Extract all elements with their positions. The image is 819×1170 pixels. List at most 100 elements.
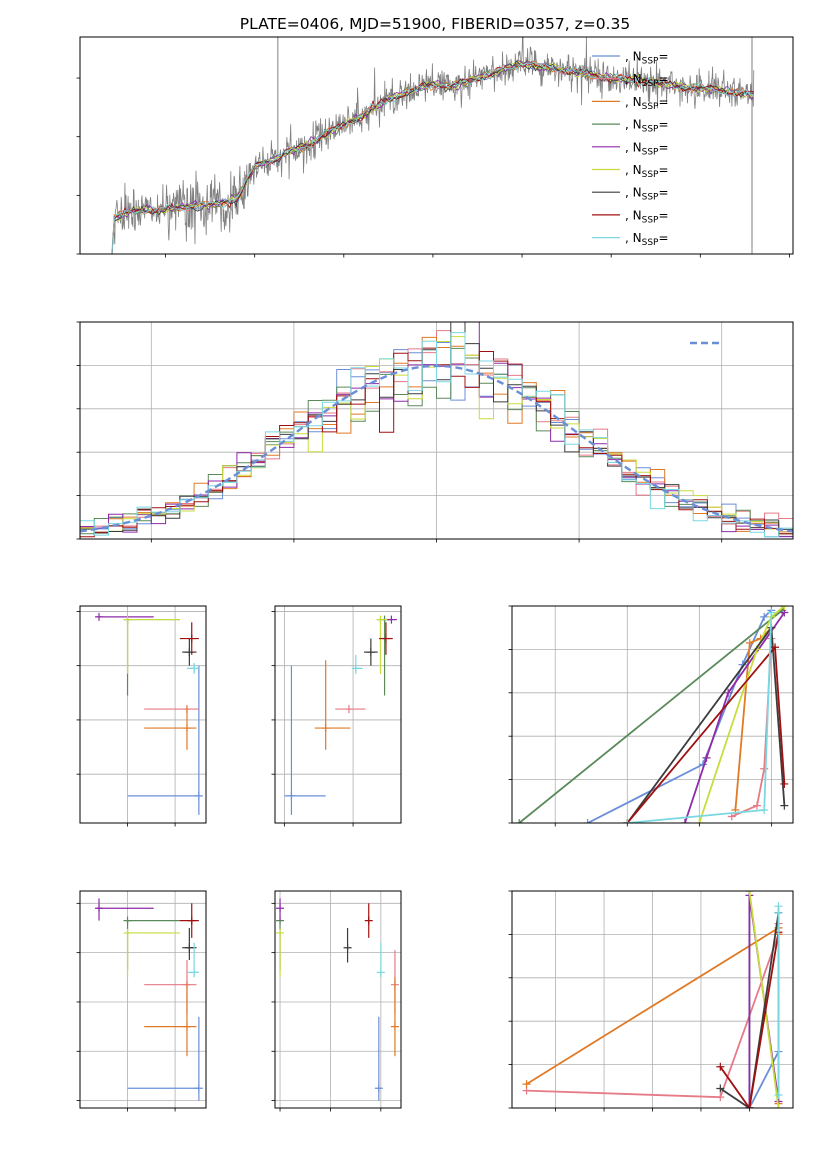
- legend-nssp-eq: =: [658, 140, 668, 154]
- legend-nssp-prefix: , N: [625, 208, 642, 222]
- plot-frame: [79, 36, 794, 255]
- legend-nssp-subscript: SSP: [642, 147, 659, 157]
- data-point: [123, 928, 132, 937]
- series-marker: [716, 1062, 725, 1071]
- data-point: [182, 1022, 191, 1031]
- panel-mass_vs_EBV: [271, 890, 402, 1112]
- data-point: [187, 916, 196, 925]
- legend-nssp-eq: =: [658, 163, 668, 177]
- legend-nssp-prefix: , N: [625, 95, 642, 109]
- series-marker: [780, 606, 789, 610]
- plot-area: [515, 606, 789, 823]
- series-marker: [702, 753, 711, 762]
- data-point: [185, 943, 194, 952]
- normal-curve: [80, 364, 793, 533]
- legend-entry: , NSSP=: [625, 140, 669, 157]
- legend-nssp-prefix: , N: [625, 72, 642, 86]
- plot-frame: [511, 890, 794, 1109]
- series-marker: [760, 612, 769, 621]
- series-marker: [760, 764, 769, 773]
- data-point: [190, 664, 199, 673]
- plot-area: [95, 898, 203, 1101]
- data-point: [376, 968, 385, 977]
- legend-nssp-prefix: , N: [625, 118, 642, 132]
- series-line: [719, 932, 780, 1108]
- legend-nssp-subscript: SSP: [642, 125, 659, 135]
- legend-nssp-subscript: SSP: [642, 170, 659, 180]
- series-marker: [779, 606, 788, 610]
- legend-nssp-subscript: SSP: [642, 238, 659, 248]
- model-line: [111, 61, 754, 254]
- series-marker: [770, 643, 779, 652]
- plot-area: [276, 898, 399, 1101]
- series-line: [719, 912, 780, 1108]
- series-line: [626, 644, 786, 823]
- series-marker: [680, 819, 689, 823]
- legend-nssp-prefix: , N: [625, 50, 642, 64]
- data-point: [190, 968, 199, 977]
- series-marker: [774, 1090, 783, 1099]
- legend-nssp-subscript: SSP: [642, 102, 659, 112]
- plot-frame: [274, 605, 402, 824]
- panel-mass_vs_Z: [76, 890, 207, 1112]
- legend-entry: , NSSP=: [625, 118, 669, 135]
- series-line: [698, 606, 785, 823]
- legend-nssp-eq: =: [658, 231, 668, 245]
- series-marker: [760, 805, 769, 814]
- series-line: [748, 891, 780, 1108]
- series-marker: [716, 1084, 725, 1093]
- legend-entry: , NSSP=: [625, 186, 669, 203]
- plot-area: [80, 322, 793, 538]
- data-point: [343, 943, 352, 952]
- plot-frame: [79, 321, 794, 540]
- plot-frame: [274, 890, 402, 1109]
- legend-nssp-prefix: , N: [625, 186, 642, 200]
- plot-frame: [511, 605, 794, 824]
- legend-nssp-prefix: , N: [625, 231, 642, 245]
- legend-nssp-subscript: SSP: [642, 215, 659, 225]
- data-point: [344, 705, 353, 714]
- legend-nssp-subscript: SSP: [642, 57, 659, 67]
- legend-nssp-eq: =: [658, 118, 668, 132]
- data-point: [366, 648, 375, 657]
- series-marker: [623, 819, 632, 823]
- plot-area: [522, 891, 783, 1108]
- data-point: [194, 791, 203, 800]
- plot-area: [95, 612, 203, 815]
- panel-mass_weight_vs_Z: [508, 890, 794, 1112]
- plot-frame: [79, 605, 207, 824]
- legend-nssp-eq: =: [658, 95, 668, 109]
- panel-age_vs_mass: [271, 605, 402, 827]
- legend-nssp-prefix: , N: [625, 163, 642, 177]
- series-marker: [780, 801, 789, 810]
- histogram-step: [80, 332, 793, 538]
- legend-entry: , NSSP=: [625, 72, 669, 89]
- series-marker: [745, 1104, 754, 1108]
- series-marker: [724, 688, 733, 697]
- plot-area: [111, 37, 755, 254]
- spectrum-legend: , NSSP=, NSSP=, NSSP=, NSSP=, NSSP=, NSS…: [592, 50, 669, 248]
- panel-age_vs_Z: [76, 605, 207, 827]
- legend-nssp-eq: =: [658, 72, 668, 86]
- series-marker: [745, 891, 754, 895]
- panel-residuals: [76, 321, 794, 543]
- legend-nssp-eq: =: [658, 186, 668, 200]
- data-point: [387, 615, 396, 624]
- data-point: [287, 791, 296, 800]
- series-marker: [767, 608, 776, 617]
- series-marker: [752, 801, 761, 810]
- series-marker: [583, 819, 592, 823]
- series-marker: [695, 819, 704, 823]
- data-point: [321, 724, 330, 733]
- data-point: [95, 612, 104, 621]
- series-marker: [774, 1104, 783, 1108]
- data-point: [376, 615, 385, 624]
- data-point: [364, 916, 373, 925]
- data-point: [390, 1022, 399, 1031]
- legend-entry: , NSSP=: [625, 231, 669, 248]
- series-line: [734, 627, 773, 811]
- data-point: [381, 634, 390, 643]
- data-point: [374, 1084, 383, 1093]
- data-point: [123, 615, 132, 624]
